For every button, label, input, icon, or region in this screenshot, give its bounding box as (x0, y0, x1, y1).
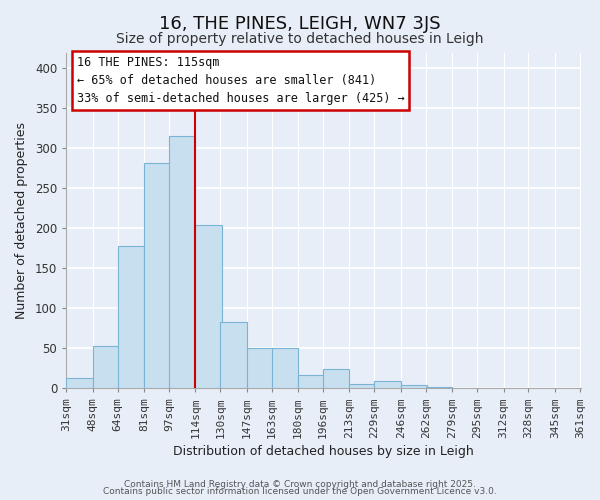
Y-axis label: Number of detached properties: Number of detached properties (15, 122, 28, 319)
Bar (247, 348, 273, 388)
Bar (323, 369, 349, 388)
Text: Contains public sector information licensed under the Open Government Licence v3: Contains public sector information licen… (103, 487, 497, 496)
Bar (401, 385, 427, 388)
Bar (66, 378, 92, 388)
Bar (220, 322, 247, 388)
Bar (349, 384, 376, 388)
Bar (92, 346, 119, 388)
Text: Contains HM Land Registry data © Crown copyright and database right 2025.: Contains HM Land Registry data © Crown c… (124, 480, 476, 489)
Bar (374, 381, 401, 388)
Bar (426, 387, 452, 388)
Bar (272, 348, 298, 388)
Bar (169, 136, 196, 388)
X-axis label: Distribution of detached houses by size in Leigh: Distribution of detached houses by size … (173, 444, 474, 458)
Bar (196, 225, 222, 388)
Text: 16, THE PINES, LEIGH, WN7 3JS: 16, THE PINES, LEIGH, WN7 3JS (159, 15, 441, 33)
Bar (298, 375, 325, 388)
Bar (118, 246, 144, 388)
Text: 16 THE PINES: 115sqm
← 65% of detached houses are smaller (841)
33% of semi-deta: 16 THE PINES: 115sqm ← 65% of detached h… (77, 56, 404, 105)
Bar (144, 162, 170, 388)
Text: Size of property relative to detached houses in Leigh: Size of property relative to detached ho… (116, 32, 484, 46)
